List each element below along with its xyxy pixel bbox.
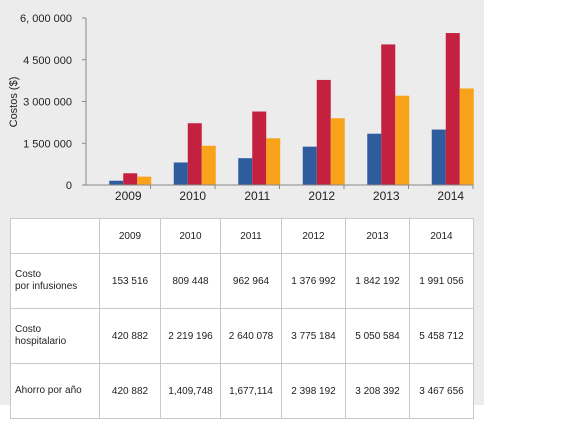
x-tick-label: 2014 [437, 189, 464, 203]
table-cell: 1,677,114 [220, 363, 282, 419]
bar [395, 95, 410, 185]
table-cell: 153 516 [99, 253, 161, 309]
table-cell: 5 458 712 [409, 308, 474, 364]
header-cell: 2009 [99, 218, 161, 254]
bar [266, 138, 281, 185]
bar [381, 44, 396, 185]
table-cell: 3 467 656 [409, 363, 474, 419]
bar [123, 173, 138, 185]
bars [109, 33, 474, 185]
table-cell: 1 991 056 [409, 253, 474, 309]
table-row: Ahorro por año 420 882 1,409,748 1,677,1… [10, 363, 474, 419]
bar-chart: Costos ($) 0 1 500 000 3 000 000 4 500 000 6… [8, 13, 474, 203]
y-tick-label: 0 [66, 180, 72, 192]
bar [459, 88, 474, 185]
x-tick-label: 2011 [244, 189, 270, 203]
bar [445, 33, 460, 185]
bar [302, 146, 317, 185]
bar [137, 176, 152, 185]
header-cell: 2014 [409, 218, 474, 254]
x-tick-label: 2012 [308, 189, 335, 203]
table-cell: 3 208 392 [345, 363, 410, 419]
table-cell: 420 882 [99, 363, 161, 419]
table-cell: 1 376 992 [281, 253, 346, 309]
bar [252, 111, 267, 185]
x-tick-label: 2009 [115, 189, 142, 203]
table-cell: 5 050 584 [345, 308, 410, 364]
bar [173, 162, 188, 185]
y-axis-ticks: 0 1 500 000 3 000 000 4 500 000 6, 000 000 [20, 13, 86, 192]
table-cell: 1 842 192 [345, 253, 410, 309]
table-cell: 3 775 184 [281, 308, 346, 364]
bar [316, 79, 331, 185]
bar [330, 118, 345, 185]
data-table: 2009 2010 2011 2012 2013 2014 Costo por … [10, 218, 474, 419]
table-cell: 2 219 196 [160, 308, 221, 364]
header-cell: 2011 [220, 218, 282, 254]
bar [201, 145, 216, 185]
table-cell: 420 882 [99, 308, 161, 364]
x-tick-label: 2010 [179, 189, 206, 203]
bar [367, 133, 382, 185]
header-cell: 2013 [345, 218, 410, 254]
row-label: Costo hospitalario [10, 308, 100, 364]
header-cell [10, 218, 100, 254]
row-label: Costo por infusiones [10, 253, 100, 309]
bar [238, 158, 253, 185]
table-cell: 2 640 078 [220, 308, 282, 364]
bar [187, 123, 202, 185]
table-row: Costo hospitalario 420 882 2 219 196 2 6… [10, 308, 474, 364]
table-cell: 1,409,748 [160, 363, 221, 419]
row-label: Ahorro por año [10, 363, 100, 419]
table-cell: 962 964 [220, 253, 282, 309]
table-cell: 809 448 [160, 253, 221, 309]
x-axis-ticks: 2009 2010 2011 2012 2013 2014 [115, 185, 474, 203]
header-cell: 2010 [160, 218, 221, 254]
y-axis-label: Costos ($) [8, 77, 20, 128]
y-tick-label: 3 000 000 [23, 97, 72, 109]
y-tick-label: 6, 000 000 [20, 13, 72, 25]
header-cell: 2012 [281, 218, 346, 254]
y-tick-label: 4 500 000 [23, 55, 72, 67]
table-header-row: 2009 2010 2011 2012 2013 2014 [10, 218, 474, 254]
table-row: Costo por infusiones 153 516 809 448 962… [10, 253, 474, 309]
y-tick-label: 1 500 000 [23, 138, 72, 150]
bar [431, 129, 446, 185]
bar [109, 180, 124, 185]
table-cell: 2 398 192 [281, 363, 346, 419]
x-tick-label: 2013 [373, 189, 400, 203]
